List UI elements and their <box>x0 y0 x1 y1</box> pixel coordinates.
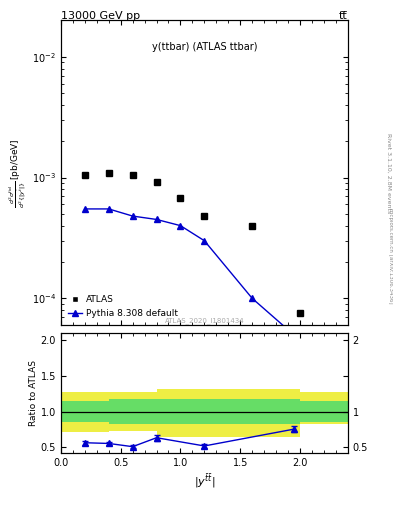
X-axis label: $|y^{\bar{t}\bar{t}}|$: $|y^{\bar{t}\bar{t}}|$ <box>194 472 215 490</box>
Text: 13000 GeV pp: 13000 GeV pp <box>61 11 140 22</box>
Y-axis label: $\frac{d^2\sigma^{\rm fid}}{d^2\{|y^{\bar{t}}|\}}\,[{\rm pb/GeV}]$: $\frac{d^2\sigma^{\rm fid}}{d^2\{|y^{\ba… <box>8 138 29 207</box>
Text: tt̅: tt̅ <box>339 11 348 22</box>
Legend: ATLAS, Pythia 8.308 default: ATLAS, Pythia 8.308 default <box>65 293 181 321</box>
Y-axis label: Ratio to ATLAS: Ratio to ATLAS <box>29 360 38 426</box>
Text: mcplots.cern.ch [arXiv:1306.3436]: mcplots.cern.ch [arXiv:1306.3436] <box>387 208 393 304</box>
Text: ATLAS_2020_I1801434: ATLAS_2020_I1801434 <box>165 317 244 324</box>
Text: y(ttbar) (ATLAS ttbar): y(ttbar) (ATLAS ttbar) <box>152 42 257 52</box>
Text: Rivet 3.1.10, 2.8M events: Rivet 3.1.10, 2.8M events <box>386 133 391 213</box>
